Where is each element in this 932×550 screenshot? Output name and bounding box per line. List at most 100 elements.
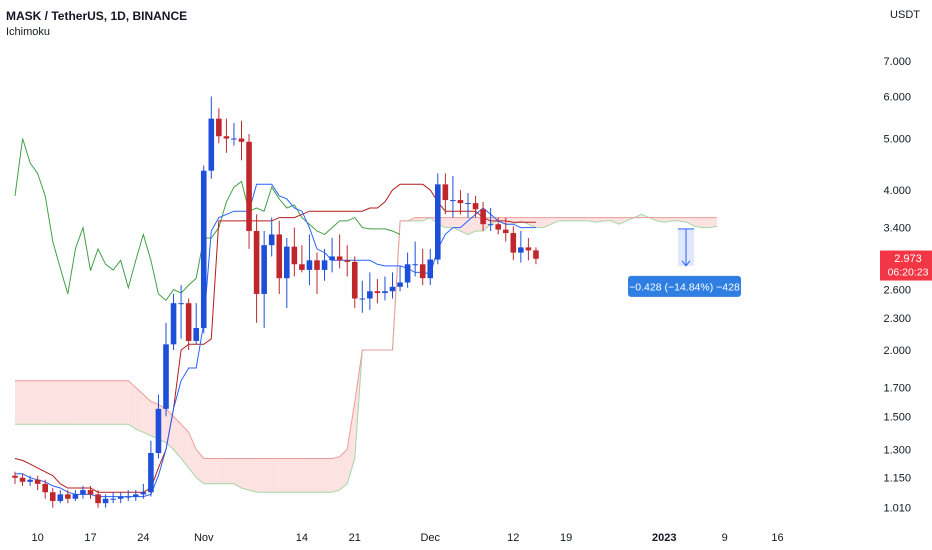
candle-body <box>238 138 245 142</box>
indicator-label[interactable]: Ichimoku <box>6 26 51 38</box>
cloud-segment <box>98 380 106 425</box>
cloud-segment <box>581 217 589 221</box>
candle-body <box>314 260 320 270</box>
candle-body <box>155 408 162 454</box>
candle-body <box>367 291 373 299</box>
candle <box>80 485 86 499</box>
candle-body <box>12 475 18 478</box>
candle <box>208 96 215 179</box>
base-line <box>14 183 536 493</box>
candle <box>427 248 434 286</box>
cloud-segment <box>301 458 310 493</box>
time-tick-label: Nov <box>194 532 214 544</box>
price-tick-label: 6.000 <box>883 91 911 103</box>
candle <box>261 230 267 329</box>
candle <box>95 490 101 508</box>
candle-body <box>510 233 517 253</box>
candle-body <box>276 234 283 279</box>
candle <box>359 280 366 313</box>
candle <box>412 241 418 277</box>
ichimoku-lines <box>14 138 536 498</box>
candle-body <box>223 136 230 139</box>
candle-body <box>140 492 147 495</box>
candle-body <box>87 490 94 495</box>
measure-tool[interactable]: −0.428 (−14.84%) −428 <box>628 228 741 297</box>
cloud-segment <box>90 380 98 425</box>
candle <box>12 471 18 484</box>
price-tick-label: 3.400 <box>883 223 911 235</box>
time-tick-label: 14 <box>296 532 308 544</box>
candle <box>140 483 147 499</box>
symbol-title[interactable]: MASK / TetherUS, 1D, BINANCE <box>6 9 188 23</box>
candle-body <box>185 303 192 341</box>
candle <box>284 237 290 308</box>
candle-body <box>148 453 154 493</box>
candle <box>336 234 343 269</box>
candle <box>276 220 283 294</box>
candle-body <box>435 184 441 260</box>
candle-body <box>472 203 479 210</box>
cloud-segment <box>203 458 212 484</box>
candle <box>487 208 494 231</box>
cloud-segment <box>60 380 68 425</box>
candle-body <box>480 209 486 225</box>
cloud-segment <box>603 217 612 221</box>
candle-body <box>102 498 109 504</box>
time-tick-label: 16 <box>771 532 783 544</box>
candle-body <box>261 245 267 294</box>
candle <box>110 492 116 504</box>
cloud-segment <box>460 217 468 235</box>
candle-body <box>42 483 48 493</box>
cloud-segment <box>181 424 189 468</box>
cloud-segment <box>22 380 31 425</box>
price-tick-label: 1.150 <box>883 473 911 485</box>
price-axis[interactable]: 7.000 6.000 5.000 4.000 3.400 2.600 2.300 2.000… <box>880 56 932 515</box>
candle-body <box>359 298 366 300</box>
cloud-segment <box>241 458 249 491</box>
candle-body <box>419 264 426 279</box>
time-tick-label: 12 <box>507 532 519 544</box>
candle-body <box>518 247 524 253</box>
cloud-segment <box>105 380 114 425</box>
last-price-tag <box>880 250 932 281</box>
cloud-segment <box>233 458 242 488</box>
candle-body <box>465 203 471 205</box>
measure-label-box <box>628 275 741 297</box>
candle-body <box>495 224 501 230</box>
candle <box>87 485 94 499</box>
candle <box>367 272 373 310</box>
cloud-segment <box>30 380 38 425</box>
time-axis[interactable]: 10 17 24 Nov 14 21 Dec 12 19 2023 9 16 <box>32 532 784 544</box>
cloud-segment <box>709 217 718 228</box>
last-price-value: 2.973 <box>894 253 922 265</box>
price-tick-label: 7.000 <box>883 56 911 68</box>
candle-body <box>336 256 343 261</box>
cloud-segment <box>279 458 287 493</box>
candle <box>404 252 411 288</box>
cloud-segment <box>211 458 219 484</box>
price-tick-label: 2.600 <box>883 284 911 296</box>
candle-body <box>72 494 79 499</box>
candle <box>49 488 56 508</box>
price-tick-label: 1.010 <box>883 503 911 515</box>
cloud-segment <box>317 458 325 493</box>
candle-body <box>427 259 434 279</box>
cloud-segment <box>83 380 91 425</box>
candle-body <box>404 264 411 283</box>
candle-body <box>397 282 403 287</box>
currency-label: USDT <box>890 9 920 21</box>
candle-body <box>57 494 64 501</box>
candle-body <box>299 264 305 270</box>
cloud-segment <box>505 217 514 225</box>
cloud-segment <box>256 458 265 493</box>
candle-body <box>457 200 464 204</box>
candle <box>253 214 260 323</box>
cloud-segment <box>671 217 680 221</box>
cloud-segment <box>120 380 129 425</box>
price-tick-label: 2.300 <box>883 313 911 325</box>
cloud-segment <box>135 387 144 433</box>
candle <box>457 190 464 215</box>
candle <box>268 217 275 257</box>
cloud-segment <box>196 449 204 484</box>
